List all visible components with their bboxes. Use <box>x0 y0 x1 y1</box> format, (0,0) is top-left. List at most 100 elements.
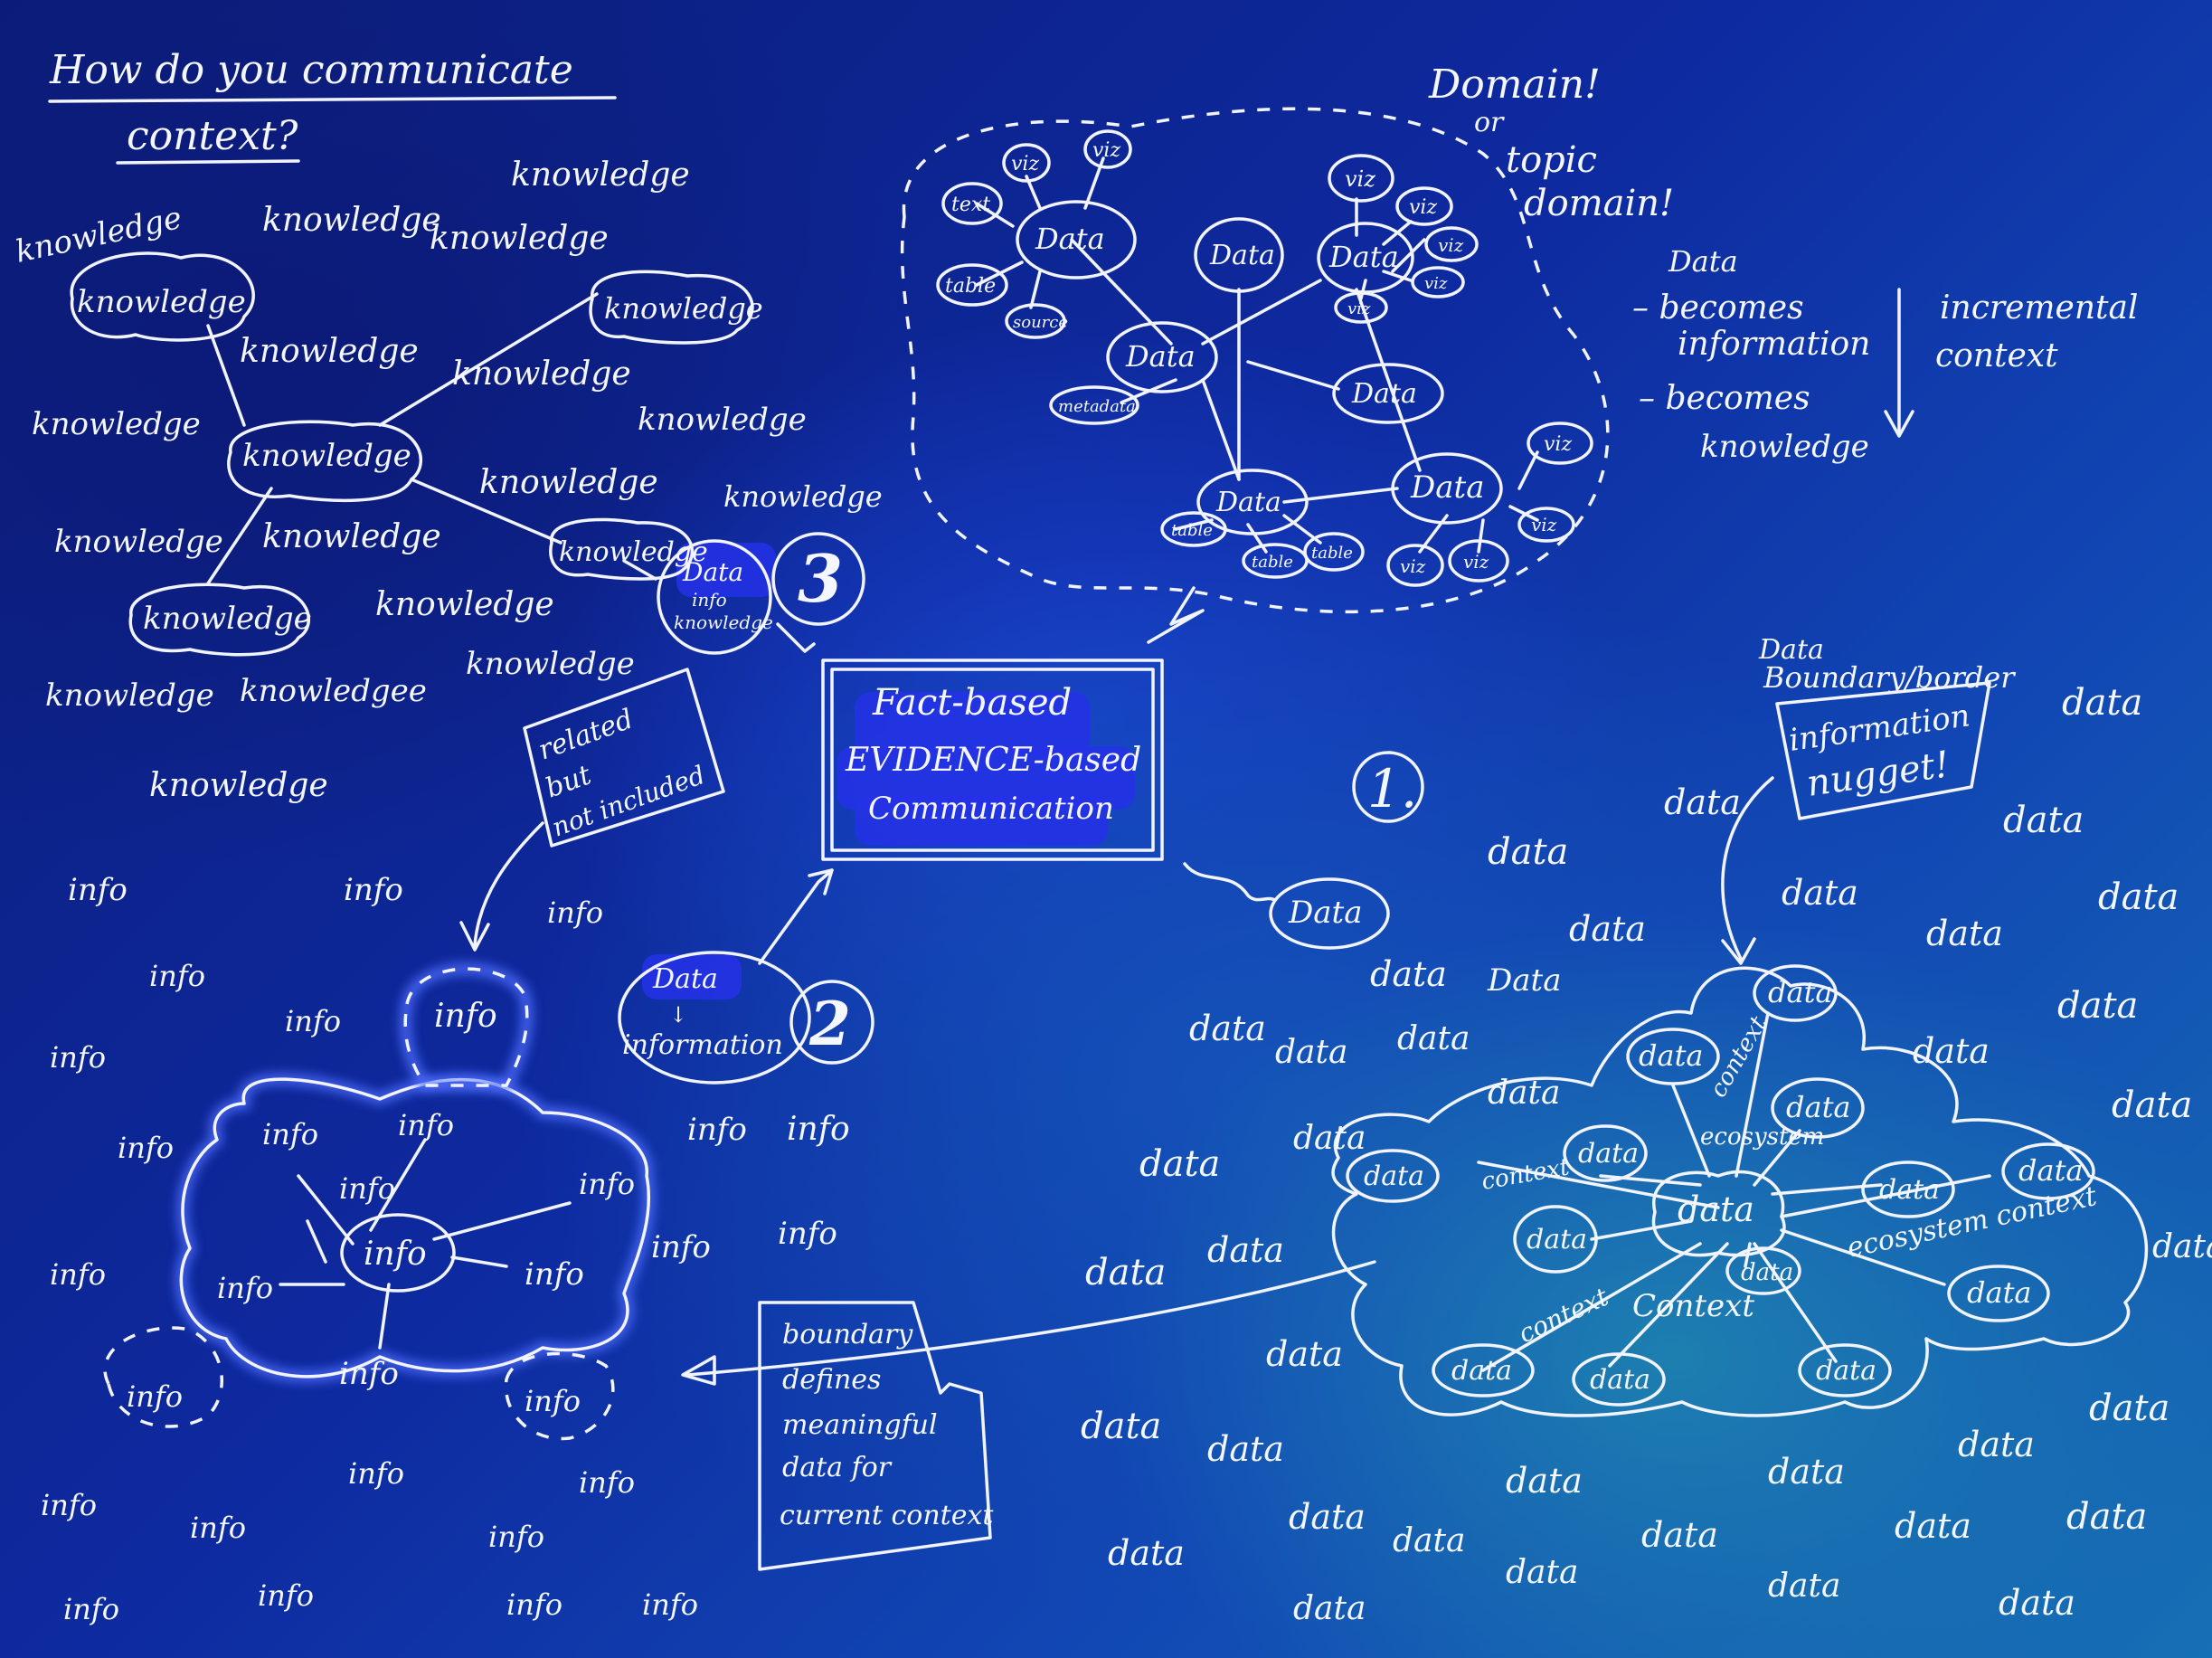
node2-to-center-arrow <box>758 868 834 965</box>
svg-text:data: data <box>1913 1031 1990 1071</box>
svg-text:info: info <box>258 1578 314 1613</box>
boundary-box-line2: defines <box>782 1364 881 1396</box>
svg-text:data: data <box>1488 1075 1560 1112</box>
svg-text:metadata: metadata <box>1058 397 1136 416</box>
svg-text:info: info <box>63 1592 119 1626</box>
ecosystem-to-info-arrow <box>685 1260 1376 1377</box>
svg-text:data: data <box>1741 1259 1793 1286</box>
knowledge-node-3-label: knowledge <box>604 291 763 326</box>
related-box-line1: related <box>534 703 638 766</box>
knowledge-node-1 <box>70 251 255 342</box>
node2-label-arrow: ↓ <box>669 1002 687 1028</box>
svg-text:info: info <box>50 1040 106 1075</box>
svg-text:table: table <box>1171 521 1213 540</box>
domain-note: Domain! <box>1428 62 1601 108</box>
svg-text:knowledge: knowledge <box>13 200 185 270</box>
info-node-center <box>340 1213 456 1293</box>
svg-text:knowledge: knowledge <box>54 524 223 560</box>
svg-text:knowledge: knowledge <box>479 464 658 501</box>
svg-text:knowledge: knowledge <box>45 677 214 714</box>
knowledge-node-2 <box>227 420 422 503</box>
svg-text:knowledge: knowledge <box>723 479 883 514</box>
progression-becomes-1: – becomes <box>1632 289 1804 327</box>
domain-tail <box>1147 586 1205 644</box>
svg-text:source: source <box>1013 313 1068 332</box>
info-bubble-bottom-right <box>504 1351 615 1441</box>
boundary-box <box>758 1301 992 1571</box>
svg-text:knowledgee: knowledgee <box>240 673 427 709</box>
svg-text:info: info <box>778 1216 837 1252</box>
boundary-box-line4: data for <box>782 1452 893 1483</box>
svg-text:info: info <box>506 1587 562 1622</box>
svg-text:info: info <box>547 895 603 930</box>
svg-text:info: info <box>127 1379 183 1414</box>
svg-text:data: data <box>1590 1364 1650 1396</box>
progression-information: information <box>1678 326 1870 363</box>
svg-text:knowledge: knowledge <box>375 586 554 623</box>
svg-text:info: info <box>339 1356 399 1392</box>
svg-text:knowledge: knowledge <box>262 202 441 239</box>
ecosystem-center-node <box>1651 1170 1786 1257</box>
center-box-fact: Fact-based <box>872 682 1072 724</box>
svg-text:data: data <box>1768 1452 1845 1492</box>
svg-text:viz: viz <box>1011 153 1039 175</box>
data-node-right <box>1269 877 1390 950</box>
svg-text:viz: viz <box>1400 555 1426 577</box>
svg-text:data: data <box>2018 1153 2084 1188</box>
svg-text:viz: viz <box>1347 299 1371 318</box>
svg-text:info: info <box>344 872 403 908</box>
domain-small-bubbles: text viz viz table source metadata viz v… <box>936 129 1593 587</box>
ecosystem-nodes: data data data data data data data data … <box>1346 964 2095 1407</box>
center-box-communication: Communication <box>868 791 1114 827</box>
svg-text:data: data <box>1451 1355 1512 1387</box>
ecosystem-center-label: data <box>1678 1189 1754 1229</box>
svg-text:info: info <box>642 1587 698 1622</box>
svg-text:data: data <box>1768 975 1833 1009</box>
svg-text:knowledge: knowledge <box>511 156 690 194</box>
svg-text:data: data <box>1506 1554 1578 1591</box>
node3-label-data: Data <box>682 557 743 587</box>
domain-node-data-6 <box>1196 469 1309 535</box>
svg-text:data: data <box>1527 1224 1587 1255</box>
marker-1: 1. <box>1367 758 1417 820</box>
domain-node-data-3-label: Data <box>1328 240 1399 274</box>
center-to-data-wire <box>1183 862 1277 902</box>
progression-arrowhead <box>1884 410 1914 438</box>
svg-text:data: data <box>1364 1161 1424 1192</box>
svg-text:data: data <box>2066 1496 2147 1538</box>
svg-text:info: info <box>525 1384 581 1418</box>
svg-text:info: info <box>525 1256 584 1293</box>
svg-text:data: data <box>2003 800 2084 841</box>
progression-data: Data <box>1668 244 1738 279</box>
svg-text:context: context <box>1514 1282 1613 1350</box>
svg-text:data: data <box>1293 1590 1366 1627</box>
svg-text:data: data <box>1139 1143 1220 1185</box>
domain-note-or: or <box>1474 107 1505 138</box>
svg-text:data: data <box>1569 909 1646 949</box>
svg-text:knowledge: knowledge <box>262 518 441 555</box>
incremental-label: incremental <box>1940 289 2138 327</box>
svg-text:data: data <box>1816 1355 1876 1387</box>
svg-text:data: data <box>1081 1406 1161 1447</box>
knowledge-cluster-edges <box>206 292 657 585</box>
svg-text:data: data <box>1370 954 1447 994</box>
data-loose-words: data data data data data data data data … <box>1081 682 2212 1627</box>
svg-text:info: info <box>50 1257 106 1292</box>
svg-text:data: data <box>1967 1275 2032 1310</box>
title-underline <box>48 96 617 103</box>
svg-text:info: info <box>339 1171 395 1206</box>
svg-text:text: text <box>951 194 990 216</box>
svg-text:data: data <box>2057 985 2138 1027</box>
node2-ellipse <box>618 951 811 1085</box>
node2-arrowhead <box>808 868 834 895</box>
data-node-right-label: Data <box>1288 895 1362 931</box>
svg-text:info: info <box>398 1108 454 1142</box>
ecosystem-arrowhead <box>681 1355 716 1386</box>
svg-text:knowledge: knowledge <box>466 646 635 682</box>
nugget-box <box>1775 681 1991 820</box>
svg-text:context: context <box>1479 1153 1572 1196</box>
marker-2: 2 <box>808 989 851 1059</box>
svg-text:data: data <box>1189 1009 1266 1048</box>
info-cluster-edges <box>279 1138 572 1350</box>
knowledge-node-2-label: knowledge <box>242 438 411 474</box>
